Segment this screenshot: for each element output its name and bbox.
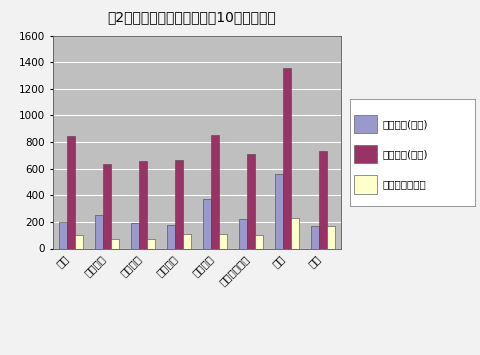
Bar (167, 225, 175, 248)
Bar (239, 219, 247, 248)
FancyBboxPatch shape (354, 145, 377, 163)
Bar (327, 226, 335, 248)
Bar (183, 234, 191, 248)
Bar (111, 239, 119, 248)
Text: 精神病床(病院): 精神病床(病院) (383, 119, 428, 129)
Bar (147, 239, 155, 248)
Bar (139, 161, 147, 248)
Text: 一般診療所病床: 一般診療所病床 (383, 180, 427, 190)
Bar (255, 235, 263, 248)
FancyBboxPatch shape (354, 175, 377, 194)
Text: 一般病床(病院): 一般病床(病院) (383, 149, 428, 159)
Bar (319, 151, 327, 248)
Bar (75, 235, 83, 248)
Bar (203, 198, 211, 248)
Bar (103, 164, 111, 248)
Bar (219, 234, 227, 248)
Bar (283, 68, 291, 248)
FancyBboxPatch shape (354, 115, 377, 133)
Bar (247, 154, 255, 248)
Bar (275, 174, 283, 248)
Bar (59, 222, 67, 248)
Bar (175, 160, 183, 248)
Bar (67, 136, 75, 248)
Bar (95, 215, 103, 248)
Bar (211, 135, 219, 248)
Text: 図2　二次保健医療圏別人口10万対病床数: 図2 二次保健医療圏別人口10万対病床数 (108, 11, 276, 24)
Bar (291, 218, 299, 248)
Bar (311, 226, 319, 248)
Bar (131, 223, 139, 248)
